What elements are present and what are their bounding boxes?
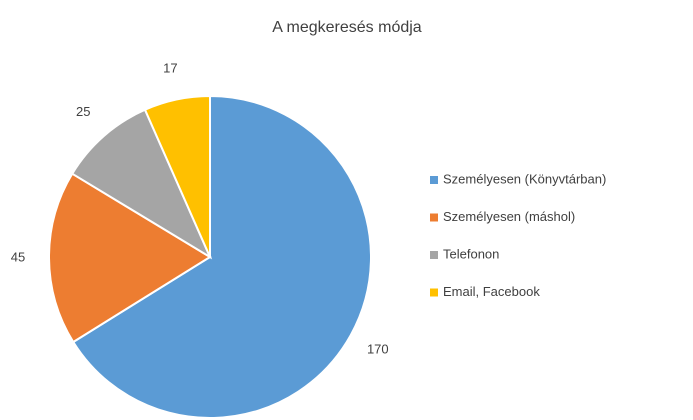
data-label: 25: [76, 104, 90, 119]
data-label: 45: [11, 250, 25, 265]
legend-swatch: [430, 288, 438, 297]
legend-swatch: [430, 213, 438, 222]
chart-title: A megkeresés módja: [272, 19, 422, 36]
data-label: 17: [163, 61, 177, 76]
pie-slice: [48, 172, 212, 344]
legend-swatch: [430, 251, 438, 259]
pie-slice: [71, 94, 372, 419]
data-label: 170: [367, 342, 389, 357]
legend-swatch: [430, 176, 438, 184]
legend-label: Email, Facebook: [443, 284, 540, 299]
legend-label: Személyesen (Könyvtárban): [443, 171, 606, 186]
pie-slice: [143, 94, 211, 258]
legend-label: Személyesen (máshol): [443, 209, 575, 224]
legend-label: Telefonon: [443, 246, 499, 261]
pie-slice: [70, 108, 213, 260]
